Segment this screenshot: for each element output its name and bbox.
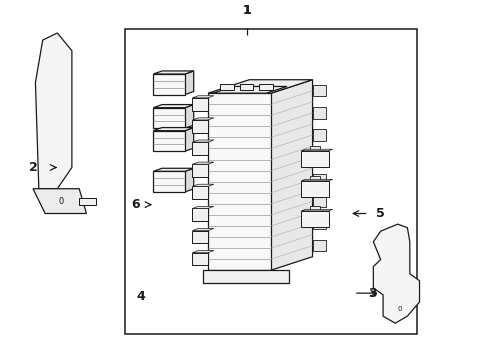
- Text: 5: 5: [375, 207, 384, 220]
- Polygon shape: [207, 80, 312, 93]
- Polygon shape: [192, 120, 207, 133]
- Polygon shape: [33, 189, 86, 213]
- Polygon shape: [192, 96, 213, 98]
- Polygon shape: [312, 218, 325, 229]
- Polygon shape: [153, 104, 193, 108]
- Polygon shape: [220, 84, 233, 90]
- Polygon shape: [153, 71, 193, 74]
- Text: 6: 6: [131, 198, 140, 211]
- Text: 1: 1: [242, 4, 251, 17]
- Polygon shape: [271, 80, 312, 270]
- Polygon shape: [153, 131, 184, 151]
- Polygon shape: [301, 181, 328, 197]
- Polygon shape: [192, 208, 207, 221]
- Polygon shape: [309, 146, 320, 151]
- Text: 0: 0: [59, 197, 64, 206]
- Polygon shape: [192, 164, 207, 177]
- Polygon shape: [192, 229, 213, 230]
- Polygon shape: [312, 174, 325, 185]
- Polygon shape: [312, 107, 325, 118]
- Polygon shape: [192, 253, 207, 265]
- Polygon shape: [207, 93, 271, 270]
- Polygon shape: [184, 71, 193, 95]
- Polygon shape: [153, 108, 184, 128]
- Polygon shape: [79, 198, 96, 204]
- Text: 2: 2: [29, 161, 38, 174]
- Polygon shape: [192, 118, 213, 120]
- Polygon shape: [301, 151, 328, 167]
- Polygon shape: [203, 270, 288, 283]
- Polygon shape: [312, 152, 325, 163]
- Polygon shape: [192, 98, 207, 111]
- Polygon shape: [153, 168, 193, 171]
- Polygon shape: [312, 85, 325, 96]
- Polygon shape: [153, 171, 184, 192]
- Polygon shape: [309, 206, 320, 211]
- Polygon shape: [153, 74, 184, 95]
- Polygon shape: [309, 176, 320, 181]
- Polygon shape: [372, 224, 419, 323]
- Polygon shape: [192, 184, 213, 186]
- Polygon shape: [312, 129, 325, 141]
- Polygon shape: [192, 140, 213, 142]
- Polygon shape: [312, 240, 325, 251]
- Polygon shape: [192, 230, 207, 243]
- Polygon shape: [301, 179, 332, 181]
- Polygon shape: [192, 251, 213, 253]
- Polygon shape: [312, 196, 325, 207]
- Polygon shape: [239, 84, 253, 90]
- Polygon shape: [212, 86, 286, 93]
- Polygon shape: [301, 149, 332, 151]
- Text: 4: 4: [136, 290, 144, 303]
- Polygon shape: [192, 186, 207, 199]
- Polygon shape: [192, 206, 213, 208]
- Polygon shape: [35, 33, 72, 189]
- Polygon shape: [184, 127, 193, 151]
- Text: 3: 3: [368, 287, 376, 300]
- Polygon shape: [184, 104, 193, 128]
- Polygon shape: [301, 210, 332, 211]
- Polygon shape: [192, 142, 207, 155]
- Polygon shape: [192, 162, 213, 164]
- Polygon shape: [259, 84, 272, 90]
- Polygon shape: [184, 168, 193, 192]
- Polygon shape: [301, 211, 328, 227]
- Text: 0: 0: [397, 306, 402, 312]
- Polygon shape: [153, 127, 193, 131]
- Text: 1: 1: [242, 4, 251, 17]
